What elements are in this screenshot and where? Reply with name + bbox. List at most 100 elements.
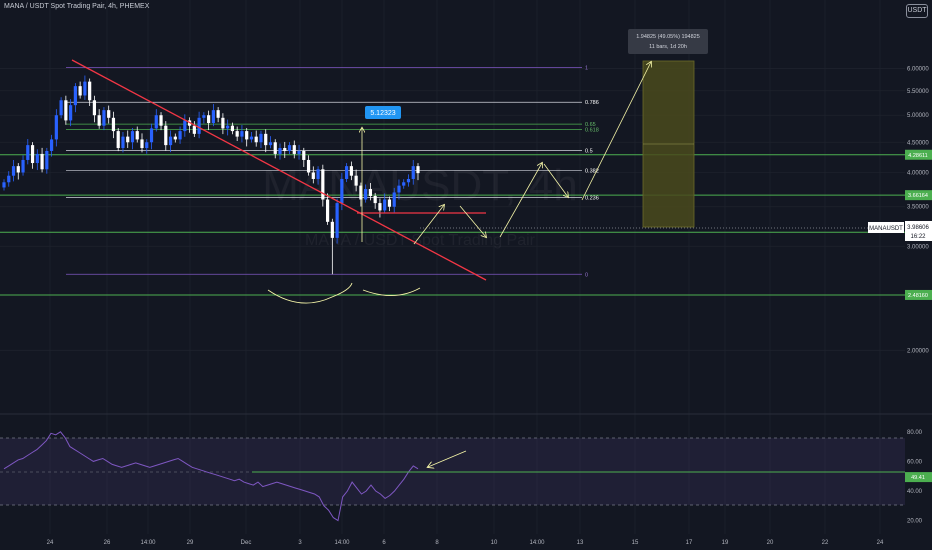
candle-body [45,150,49,170]
candle-body [297,150,301,154]
candle-body [92,100,97,116]
candle-body [311,172,315,179]
candle-body [7,175,11,183]
time-tick-label: 20 [767,540,774,546]
last-price-countdown: 16:22 [910,234,926,240]
projection-path-5[interactable] [581,62,651,201]
candle-body [278,148,282,154]
candle-body [202,115,206,118]
fib-label: 0.786 [585,100,599,106]
last-price-symbol: MANAUSDT [869,226,903,232]
candle-body [116,131,120,149]
candle-body [78,86,82,96]
currency-button[interactable]: USDT [906,4,928,18]
projection-path-3[interactable] [499,163,542,238]
candle-body [373,195,377,204]
candle-body [383,199,387,211]
candle-body [11,166,16,176]
time-axis[interactable]: 24 26 14:00 29 Dec 3 14:00 6 8 10 14:00 13 15 17 19 20 2… [47,540,884,546]
candle-body [249,136,254,140]
price-tick-label: 5.00000 [907,113,929,119]
price-tick-label: 5.50000 [907,89,929,95]
last-price-box [905,221,932,241]
fib-label: 0 [585,272,588,278]
candle-body [145,142,149,149]
candle-body [2,182,6,188]
price-tick-label: 4.00000 [907,170,929,176]
candle-body [340,178,344,204]
time-tick-label: 17 [686,540,693,546]
candle-body [235,131,239,137]
price-tick-label: 3.00000 [907,244,929,250]
candle-body [111,117,116,132]
candle-body [406,178,411,183]
candle-body [49,139,54,151]
candle-body [107,110,111,118]
time-tick-label: 14:00 [529,540,545,546]
support-level-label: 3.66164 [908,193,928,199]
candle-body [73,86,77,106]
candle-body [221,117,225,129]
candle-body [35,153,39,164]
time-tick-label: 22 [822,540,829,546]
projection-path-2[interactable] [459,205,486,237]
candle-body [264,133,268,146]
time-tick-label: 15 [632,540,639,546]
candle-body [173,136,177,140]
trend-line[interactable] [71,59,487,281]
candle-body [345,166,349,179]
support-level-box [905,190,932,201]
projection-path-4[interactable] [543,163,568,197]
candle-body [164,125,168,146]
candle-body [364,189,368,200]
candle-body [126,136,130,143]
rsi-axis[interactable]: 80.00 60.00 40.00 20.00 49.41 [905,430,932,525]
time-tick-label: 14:00 [334,540,350,546]
candle-body [183,120,187,132]
candle-body [259,133,263,143]
fib-label: 1 [585,66,588,72]
watermark-subtitle: MANA / USDT Spot Trading Pair [305,232,536,249]
candle-body [230,125,235,132]
candle-body [292,145,296,154]
left-shoulder-curve[interactable] [267,282,353,304]
candle-body [245,131,249,140]
candle-body [168,136,173,146]
candle-body [354,175,358,186]
fib-label: 0.236 [585,195,599,201]
candle-body [21,159,25,173]
candle-body [135,131,139,140]
time-tick-label: 19 [722,540,729,546]
candle-body [59,100,63,116]
last-price-symbol-box [868,222,904,233]
candle-body [387,199,392,207]
candle-body [397,185,401,193]
rsi-arrow[interactable] [428,450,467,467]
time-tick-label: 13 [577,540,584,546]
projection-path[interactable] [413,205,444,245]
candle-body [306,159,311,173]
candle-body [240,131,244,137]
support-level-box [905,149,932,160]
time-tick-label: 10 [491,540,498,546]
candle-body [321,169,325,200]
watermark: MANAUSDT, 4h [262,161,577,210]
candle-body [316,169,320,179]
time-tick-label: 24 [47,540,54,546]
time-tick-label: 14:00 [140,540,156,546]
candle-body [283,148,287,151]
candle-body [273,142,277,154]
time-tick-label: 8 [435,540,439,546]
last-price-value: 3.98606 [907,225,929,231]
price-axis[interactable]: 6.00000 5.50000 5.00000 4.50000 4.00000 3.500… [907,66,929,354]
right-shoulder-curve[interactable] [362,287,421,296]
candle-body [69,105,73,121]
rsi-tick-label: 20.00 [907,519,923,525]
candle-body [416,166,420,174]
candle-body [197,117,201,134]
candle-body [149,128,154,143]
time-tick-label: 29 [187,540,194,546]
